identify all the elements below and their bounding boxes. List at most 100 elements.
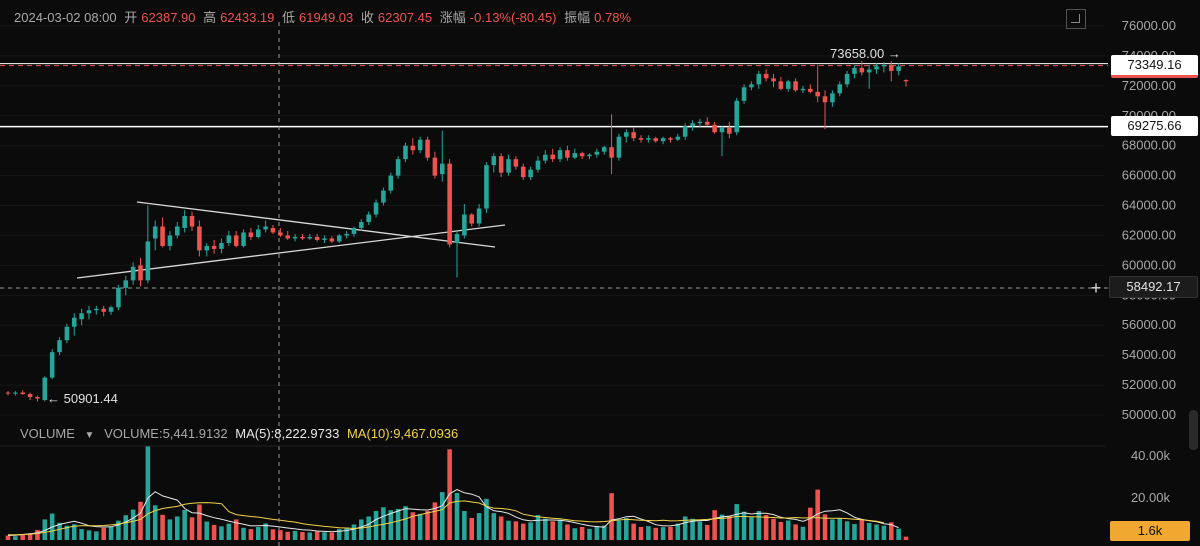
volume-bar	[108, 526, 114, 540]
volume-bar	[322, 532, 327, 540]
candle-body	[513, 159, 519, 167]
volume-bar	[403, 506, 408, 540]
volume-bar	[138, 501, 143, 540]
volume-bar	[381, 507, 386, 540]
add-alert-icon[interactable]: +	[1090, 278, 1102, 298]
candle-body	[498, 156, 504, 173]
volume-bar	[145, 445, 151, 540]
price-tick-label: 66000.00	[1122, 168, 1176, 183]
annotations: 73658.00 → ← 50901.44	[47, 46, 901, 406]
volume-bar	[123, 515, 129, 540]
fullscreen-icon[interactable]	[1066, 9, 1086, 29]
chevron-down-icon[interactable]: ▼	[84, 430, 95, 441]
volume-bar	[94, 531, 99, 540]
candle-body	[116, 287, 121, 308]
volume-bar	[417, 513, 423, 540]
candles	[5, 61, 909, 402]
candle-body	[800, 88, 806, 91]
candle-body	[830, 93, 835, 103]
volume-bar	[344, 527, 349, 540]
candle-body	[145, 241, 151, 281]
volume-bar	[881, 525, 887, 540]
candle-body	[469, 214, 475, 224]
amplitude-label: 振幅	[564, 10, 591, 25]
volume-bar	[241, 527, 246, 540]
volume-bar	[888, 522, 894, 540]
candle-body	[329, 238, 335, 242]
volume-bar	[42, 519, 48, 540]
volume-bar	[351, 524, 357, 540]
volume-indicator-label[interactable]: VOLUME	[20, 426, 75, 441]
horizontal-lines	[0, 63, 1108, 289]
change-label: 涨幅	[439, 10, 466, 25]
ohlc-header: 2024-03-02 08:00 开 62387.90 高 62433.19 低 61…	[14, 7, 635, 26]
volume-bar	[152, 505, 158, 540]
volume-bar	[808, 507, 813, 540]
candle-body	[278, 232, 283, 236]
candle-body	[300, 236, 305, 239]
volume-bar	[211, 524, 217, 540]
volume-bar	[469, 517, 475, 540]
volume-bar	[690, 518, 695, 540]
volume-bar	[741, 511, 747, 540]
candle-body	[462, 214, 467, 236]
volume-value: VOLUME:5,441.9132	[104, 426, 228, 441]
volume-bar	[653, 527, 659, 540]
volume-bar	[675, 523, 681, 540]
candle-body	[550, 154, 555, 160]
candle-body	[852, 67, 857, 74]
candle-body	[881, 64, 887, 67]
volume-bar	[175, 516, 180, 540]
candle-body	[189, 216, 195, 227]
scrollbar[interactable]	[1189, 410, 1198, 450]
candle-body	[763, 73, 769, 79]
candle-body	[859, 67, 865, 73]
volume-bar	[255, 526, 261, 540]
low-label: 低	[282, 10, 296, 25]
candle-body	[874, 66, 879, 70]
volume-tick-label: 20.00k	[1131, 490, 1171, 505]
price-tick-label: 72000.00	[1122, 78, 1176, 93]
volume-bar	[624, 517, 629, 540]
volume-bar	[101, 527, 106, 540]
volume-bar	[874, 524, 879, 540]
candle-body	[432, 157, 438, 176]
candle-body	[631, 132, 636, 139]
volume-bar	[601, 525, 607, 540]
change-value: -0.13%(-80.45)	[469, 10, 557, 25]
volume-bar	[300, 532, 305, 540]
volume-bar	[263, 523, 268, 540]
volume-bar	[822, 514, 828, 540]
volume-bar	[197, 504, 202, 540]
candle-body	[263, 226, 268, 230]
volume-bar	[410, 512, 416, 540]
volume-bar	[778, 521, 784, 540]
volume-bar	[20, 534, 26, 540]
candle-body	[815, 91, 820, 97]
candle-body	[837, 84, 843, 94]
volume-bars	[5, 445, 909, 540]
candle-body	[101, 308, 106, 312]
volume-bar	[543, 518, 548, 540]
candle-body	[49, 352, 55, 378]
candle-body	[785, 81, 791, 89]
candle-body	[624, 132, 629, 137]
close-value: 62307.45	[377, 10, 433, 25]
price-tick-label: 52000.00	[1122, 377, 1176, 392]
volume-bar	[204, 521, 210, 540]
volume-bar	[329, 532, 335, 540]
candle-body	[520, 166, 526, 178]
volume-bar	[565, 524, 570, 540]
volume-bar	[64, 525, 70, 540]
candle-body	[572, 153, 578, 158]
low-marker-label: ← 50901.44	[47, 391, 118, 406]
candle-body	[447, 163, 452, 245]
candle-body	[410, 145, 416, 151]
volume-bar	[5, 535, 11, 540]
price-tick-label: 68000.00	[1122, 138, 1176, 153]
price-tick-label: 60000.00	[1122, 257, 1176, 272]
candle-body	[241, 232, 246, 246]
candle-body	[285, 235, 290, 239]
candle-body	[528, 169, 533, 178]
